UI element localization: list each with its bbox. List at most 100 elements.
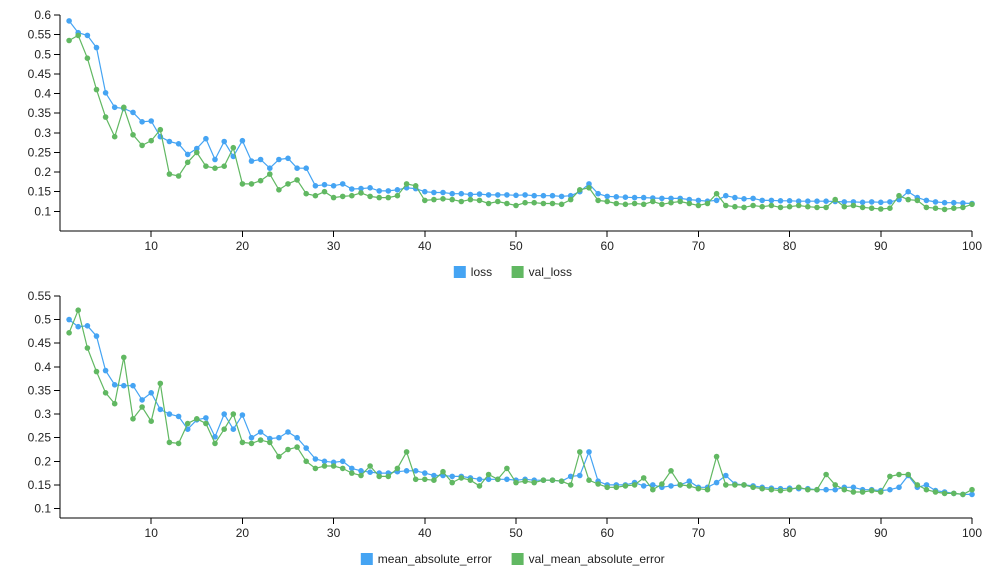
legend-label: mean_absolute_error bbox=[378, 552, 492, 566]
legend-swatch bbox=[453, 266, 466, 278]
data-point bbox=[148, 118, 154, 124]
data-point bbox=[440, 196, 446, 202]
data-point bbox=[577, 472, 583, 479]
data-point bbox=[93, 333, 100, 339]
data-point bbox=[431, 472, 437, 479]
data-point bbox=[358, 190, 364, 196]
data-point bbox=[905, 471, 911, 478]
data-point bbox=[805, 203, 811, 210]
data-point bbox=[184, 159, 191, 166]
data-point bbox=[923, 197, 930, 204]
data-point bbox=[467, 191, 474, 198]
data-point bbox=[239, 137, 246, 144]
data-point bbox=[595, 197, 601, 204]
data-point bbox=[659, 201, 665, 208]
legend: loss val_loss bbox=[453, 265, 572, 279]
data-point bbox=[923, 204, 930, 211]
data-point bbox=[558, 478, 565, 485]
data-point bbox=[586, 477, 592, 484]
data-point bbox=[184, 151, 191, 158]
data-point bbox=[960, 204, 966, 211]
data-point bbox=[440, 189, 446, 196]
data-point bbox=[203, 420, 209, 427]
data-point bbox=[121, 354, 127, 361]
x-tick-label: 60 bbox=[601, 239, 615, 253]
data-point bbox=[723, 472, 729, 479]
data-point bbox=[148, 390, 154, 396]
data-point bbox=[750, 484, 756, 491]
data-point bbox=[394, 187, 401, 193]
data-point bbox=[805, 486, 811, 493]
data-point bbox=[239, 412, 246, 418]
data-point bbox=[558, 201, 565, 208]
data-point bbox=[905, 196, 911, 203]
data-point bbox=[887, 473, 893, 480]
data-point bbox=[467, 196, 474, 203]
data-point bbox=[221, 426, 227, 433]
series-line bbox=[68, 308, 973, 496]
data-point bbox=[84, 55, 91, 61]
data-point bbox=[166, 138, 173, 145]
legend-label: val_loss bbox=[529, 265, 572, 279]
data-point bbox=[750, 202, 756, 209]
x-tick-label: 90 bbox=[874, 526, 888, 540]
data-point bbox=[358, 468, 364, 474]
data-point bbox=[878, 199, 884, 206]
data-point bbox=[93, 368, 100, 375]
data-point bbox=[449, 190, 456, 197]
data-point bbox=[93, 44, 100, 51]
data-point bbox=[823, 204, 829, 211]
data-point bbox=[157, 126, 164, 133]
data-point bbox=[741, 204, 747, 211]
data-point bbox=[349, 192, 355, 199]
data-point bbox=[431, 196, 437, 203]
data-point bbox=[139, 404, 145, 410]
data-point bbox=[449, 479, 456, 486]
data-point bbox=[814, 204, 820, 211]
data-point bbox=[914, 197, 921, 204]
data-point bbox=[321, 463, 328, 469]
data-point bbox=[330, 463, 337, 469]
data-point bbox=[267, 439, 273, 446]
y-tick-label: 0.6 bbox=[34, 8, 51, 22]
data-point bbox=[248, 440, 255, 447]
data-point bbox=[212, 156, 218, 163]
x-tick-label: 90 bbox=[874, 239, 888, 253]
x-tick-label: 30 bbox=[327, 526, 341, 540]
data-point bbox=[969, 486, 975, 493]
series-loss bbox=[66, 18, 975, 207]
data-point bbox=[513, 192, 519, 199]
data-point bbox=[121, 382, 127, 389]
data-point bbox=[823, 198, 829, 204]
y-tick-label: 0.35 bbox=[28, 383, 52, 397]
data-point bbox=[285, 446, 291, 453]
data-point bbox=[175, 440, 182, 447]
data-point bbox=[203, 163, 209, 169]
data-point bbox=[759, 485, 765, 492]
data-point bbox=[668, 199, 674, 206]
data-point bbox=[640, 483, 647, 489]
data-point bbox=[777, 204, 784, 211]
data-point bbox=[832, 486, 838, 493]
data-point bbox=[66, 330, 72, 336]
data-point bbox=[458, 198, 465, 205]
data-point bbox=[458, 190, 465, 197]
data-point bbox=[723, 192, 729, 199]
data-point bbox=[339, 458, 346, 465]
data-point bbox=[194, 416, 200, 422]
data-point bbox=[75, 32, 81, 39]
data-point bbox=[257, 177, 264, 184]
y-tick-label: 0.3 bbox=[34, 126, 51, 140]
x-tick-label: 40 bbox=[418, 239, 432, 253]
data-point bbox=[367, 463, 373, 469]
y-tick-label: 0.3 bbox=[34, 407, 51, 421]
data-point bbox=[476, 191, 483, 197]
data-point bbox=[850, 489, 857, 495]
data-point bbox=[759, 197, 765, 204]
data-point bbox=[777, 487, 784, 494]
data-point bbox=[303, 190, 310, 197]
data-point bbox=[495, 476, 501, 483]
data-point bbox=[294, 165, 300, 171]
data-point bbox=[832, 482, 838, 488]
data-point bbox=[768, 197, 775, 204]
